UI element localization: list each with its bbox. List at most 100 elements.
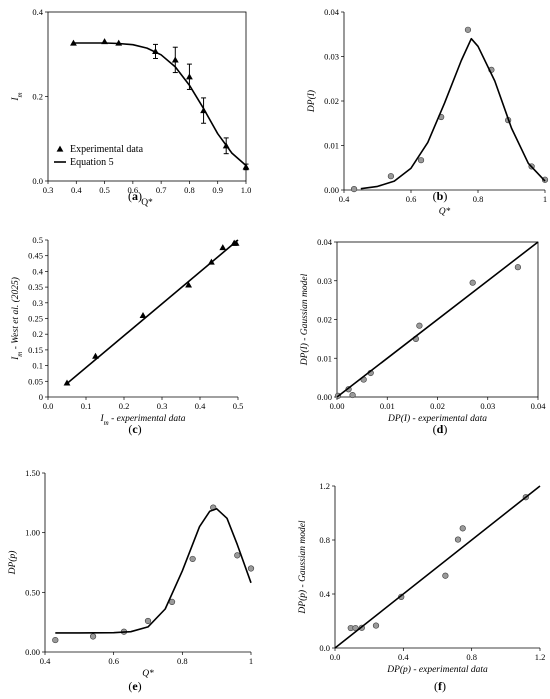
x-tick-label: 0.8 xyxy=(184,185,195,195)
legend-label: Experimental data xyxy=(70,144,144,155)
y-tick-label: 0.45 xyxy=(28,251,43,261)
data-point xyxy=(416,322,423,329)
chart-panel-1: 0.3 0.4 0.5 0.6 0.7 0.8 0.9 1.0 0.0 0.2 0.4 Q* Im Exp… xyxy=(11,7,251,208)
x-tick-label: 0.6 xyxy=(406,194,417,204)
data-point xyxy=(185,281,192,288)
data-point xyxy=(372,622,380,629)
y-tick-label: 0.35 xyxy=(28,282,43,292)
x-tick-label: 0.00 xyxy=(330,401,345,411)
data-point xyxy=(247,565,255,572)
data-point xyxy=(454,536,462,543)
y-axis-label: DP(I) - Gaussian model xyxy=(299,273,310,366)
panel-label: (f) xyxy=(434,679,446,693)
series-line xyxy=(336,241,539,398)
panel-label: (d) xyxy=(433,422,448,436)
y-tick-label: 0.5 xyxy=(32,235,43,245)
x-tick-label: 0.0 xyxy=(43,401,54,411)
y-tick-label: 0.3 xyxy=(32,298,43,308)
y-tick-label: 0.25 xyxy=(28,314,43,324)
x-tick-label: 0.4 xyxy=(71,185,82,195)
x-tick-label: 1.2 xyxy=(535,652,546,662)
x-tick-label: 0.4 xyxy=(195,401,206,411)
data-point xyxy=(139,311,147,318)
x-tick-label: 0.7 xyxy=(156,185,167,195)
series-line xyxy=(360,37,546,190)
series-line xyxy=(66,239,239,385)
x-tick-label: 0.4 xyxy=(339,194,350,204)
data-point xyxy=(144,617,152,625)
x-tick-label: 0.1 xyxy=(81,401,92,411)
y-tick-label: 0.02 xyxy=(324,96,339,106)
panel-label: (c) xyxy=(128,422,141,436)
data-point xyxy=(186,73,193,80)
data-point xyxy=(115,39,123,46)
data-point xyxy=(469,279,476,286)
y-tick-label: 0.00 xyxy=(25,647,40,657)
x-axis-label: DP(I) - experimental data xyxy=(387,413,487,424)
y-tick-label: 0.00 xyxy=(324,185,339,195)
data-point xyxy=(387,173,395,180)
y-tick-label: 0.03 xyxy=(324,52,339,62)
y-tick-label: 0.8 xyxy=(319,535,330,545)
x-tick-label: 0.03 xyxy=(480,401,495,411)
y-tick-label: 0.4 xyxy=(319,589,330,599)
x-tick-label: 0.3 xyxy=(43,185,54,195)
y-tick-label: 0.02 xyxy=(317,315,332,325)
x-tick-label: 0.6 xyxy=(108,656,119,666)
data-point xyxy=(171,56,179,63)
y-tick-label: 0.15 xyxy=(28,345,43,355)
y-tick-label: 0.03 xyxy=(317,276,332,286)
y-tick-label: 0 xyxy=(39,392,43,402)
y-axis-label: DP(I) xyxy=(306,90,317,113)
y-tick-label: 0.01 xyxy=(317,353,332,363)
y-tick-label: 0.50 xyxy=(25,587,40,597)
x-tick-label: 0.01 xyxy=(380,401,395,411)
data-point xyxy=(89,633,97,640)
plot-frame xyxy=(47,11,247,182)
x-axis-label: Q* xyxy=(141,198,153,208)
legend-marker-triangle xyxy=(56,145,64,152)
x-tick-label: 0.8 xyxy=(473,194,484,204)
x-tick-label: 1 xyxy=(249,656,253,666)
y-axis-label: Im - West et al. (2025) xyxy=(10,277,24,361)
x-axis-label: DP(p) - experimental data xyxy=(386,664,488,675)
panel-label: (a) xyxy=(128,189,142,203)
x-tick-label: 0.8 xyxy=(466,652,477,662)
data-point xyxy=(464,26,472,33)
y-tick-label: 0.0 xyxy=(32,176,43,186)
x-tick-label: 0.04 xyxy=(531,401,547,411)
x-tick-label: 0.6 xyxy=(128,185,139,195)
y-axis-label: DP(p) - Gaussian model xyxy=(297,520,308,615)
y-tick-label: 0.1 xyxy=(32,361,43,371)
series-line xyxy=(55,508,252,634)
y-tick-label: 0.4 xyxy=(32,7,43,17)
x-axis-label: Q* xyxy=(142,669,154,679)
y-tick-label: 0.2 xyxy=(32,92,43,102)
x-axis-label: Q* xyxy=(439,207,451,217)
x-tick-label: 0.2 xyxy=(119,401,130,411)
x-tick-label: 0.4 xyxy=(398,652,409,662)
x-tick-label: 0.02 xyxy=(430,401,445,411)
x-tick-label: 0.9 xyxy=(212,185,223,195)
y-tick-label: 1.2 xyxy=(319,481,330,491)
y-tick-label: 0.2 xyxy=(32,329,43,339)
data-point xyxy=(514,264,522,271)
y-tick-label: 0.04 xyxy=(324,7,340,17)
legend-label: Equation 5 xyxy=(70,157,114,168)
y-tick-label: 0.01 xyxy=(324,141,339,151)
data-point xyxy=(350,186,358,193)
panel-label: (e) xyxy=(128,679,141,693)
data-point xyxy=(541,176,549,183)
y-tick-label: 0.0 xyxy=(319,643,330,653)
data-point xyxy=(189,555,196,563)
y-tick-label: 0.04 xyxy=(317,237,333,247)
y-tick-label: 1.00 xyxy=(25,528,40,538)
panel-label: (b) xyxy=(433,189,448,203)
y-axis-label: Im xyxy=(11,92,24,101)
y-axis-label: DP(p) xyxy=(7,551,18,576)
y-tick-label: 1.50 xyxy=(25,468,40,478)
y-tick-label: 0.4 xyxy=(32,266,43,276)
chart-panel-4: 0.00 0.01 0.02 0.03 0.04 0.00 0.01 0.02 0.03 0.04… xyxy=(299,237,546,436)
x-tick-label: 0.5 xyxy=(99,185,110,195)
